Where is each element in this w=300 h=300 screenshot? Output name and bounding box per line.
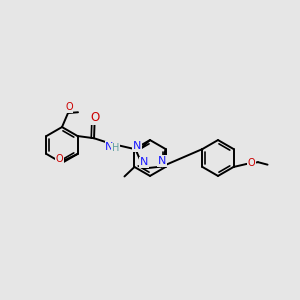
Text: O: O bbox=[248, 158, 255, 168]
Text: N: N bbox=[105, 142, 114, 152]
Text: O: O bbox=[56, 154, 64, 164]
Text: O: O bbox=[91, 111, 100, 124]
Text: N: N bbox=[133, 141, 141, 151]
Text: N: N bbox=[158, 156, 166, 166]
Text: O: O bbox=[65, 102, 73, 112]
Text: N: N bbox=[140, 158, 148, 167]
Text: H: H bbox=[112, 143, 119, 153]
